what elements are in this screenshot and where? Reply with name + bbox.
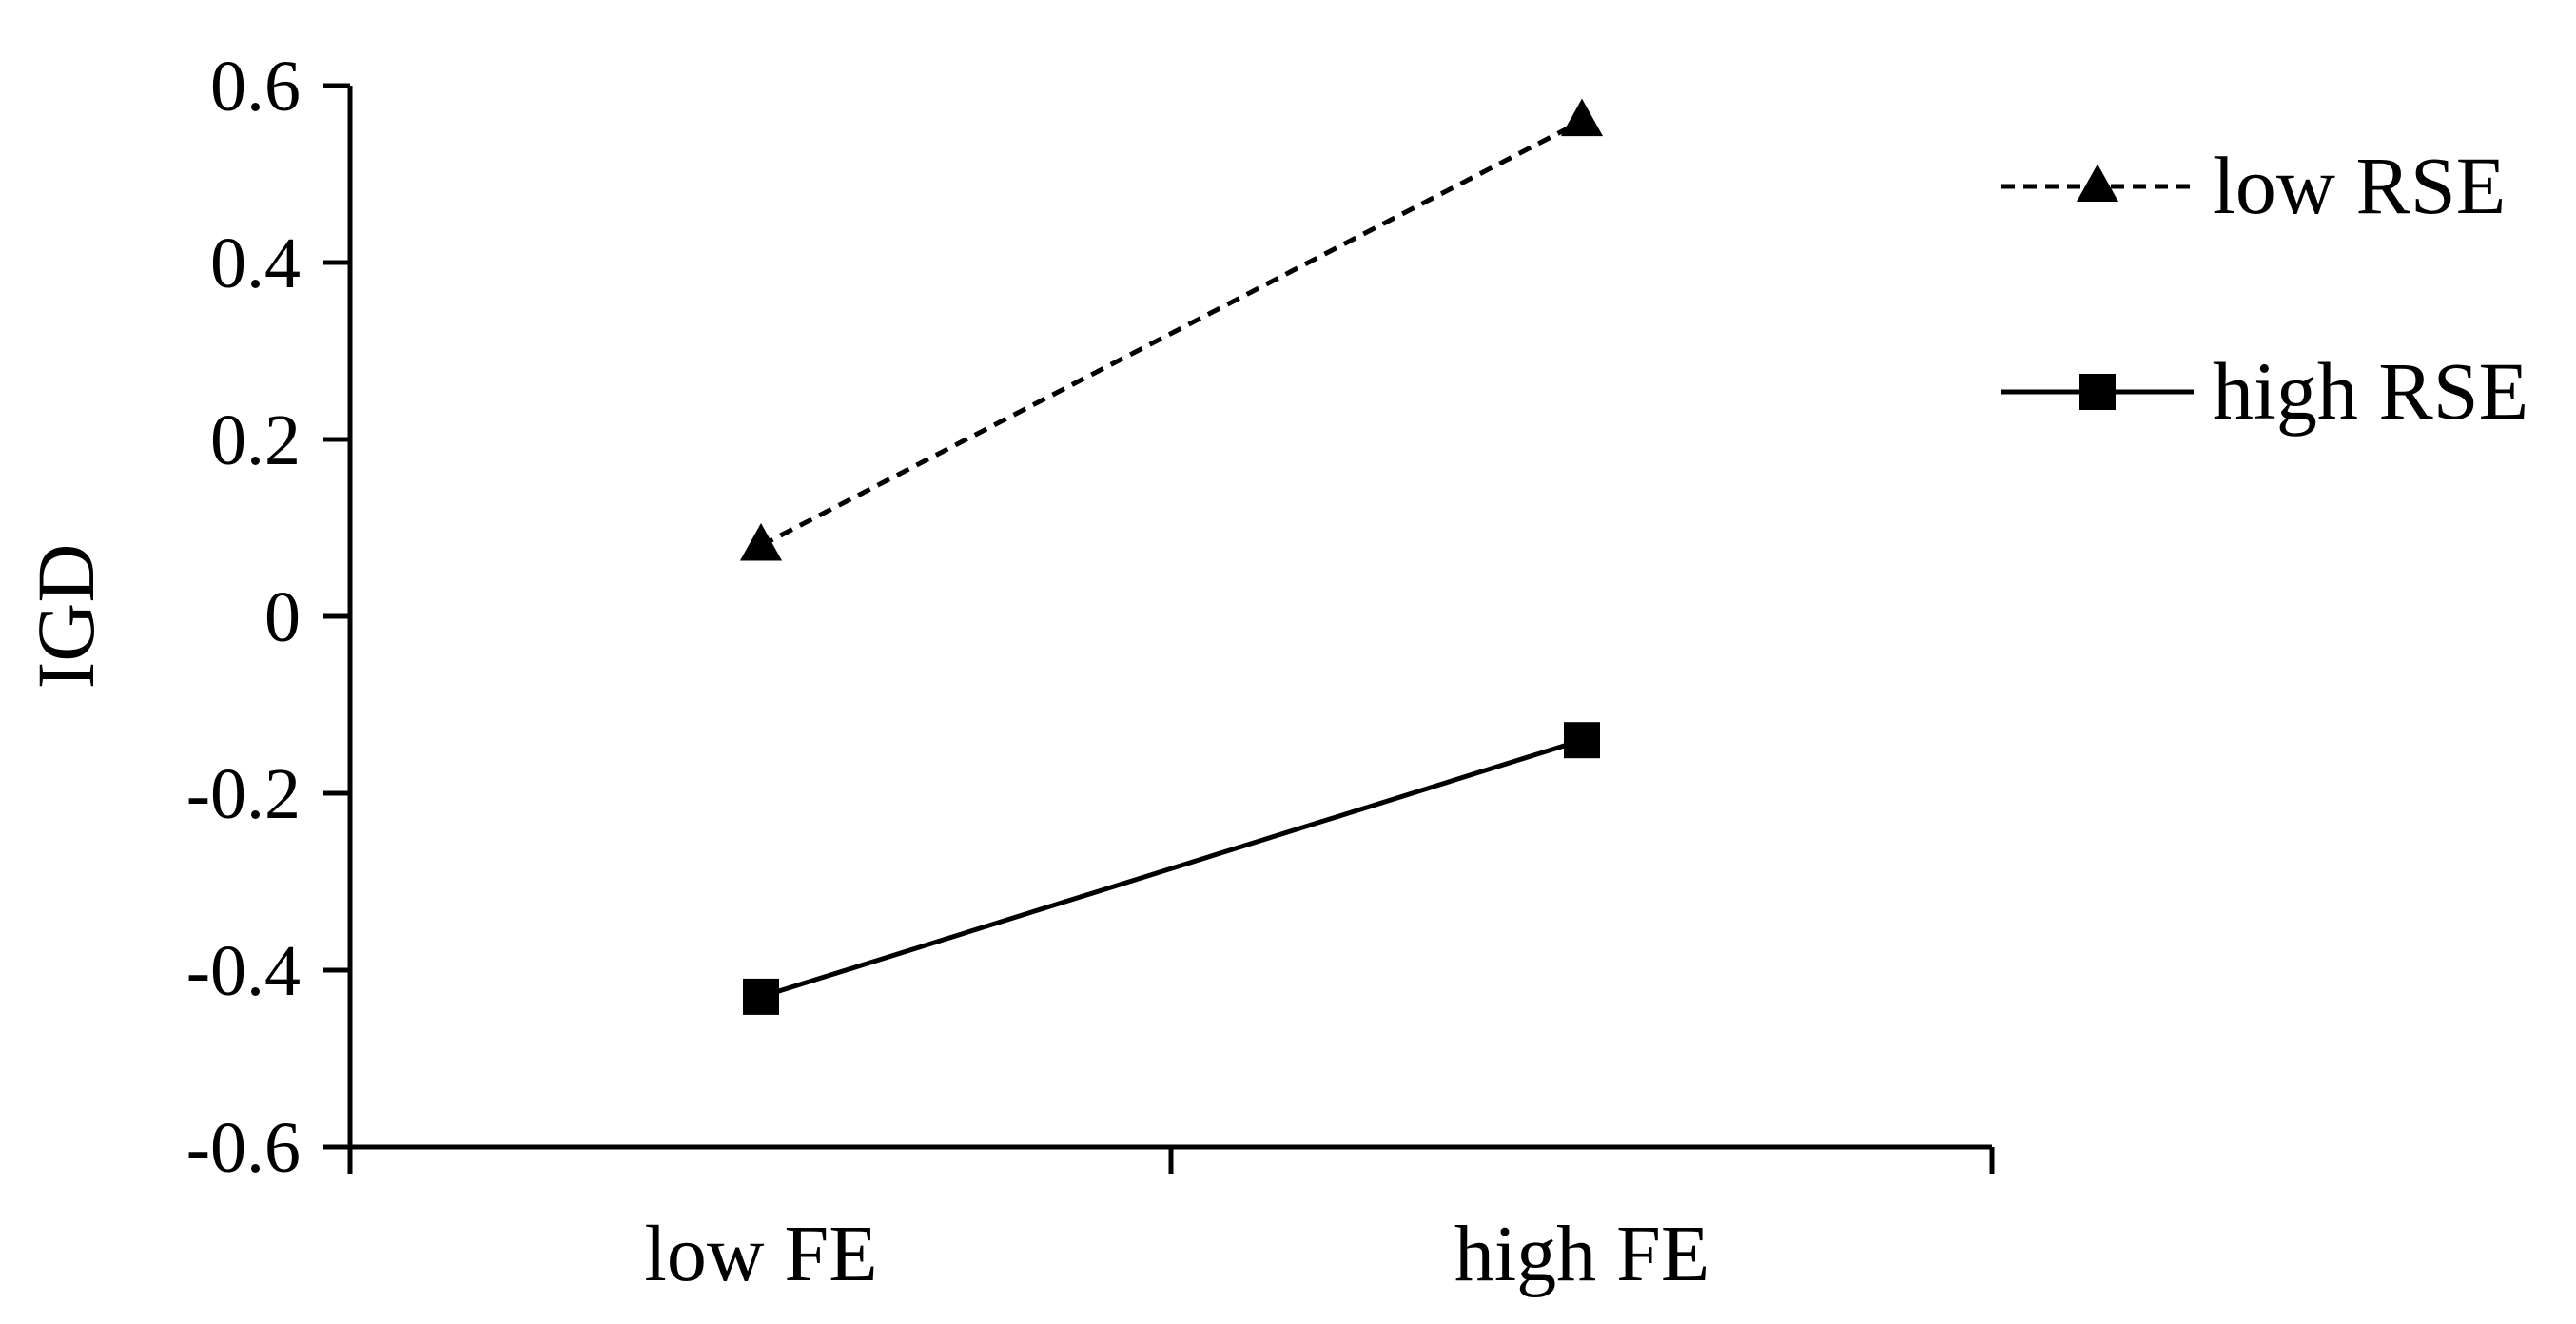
- y-tick-label: 0: [264, 577, 301, 657]
- data-point-marker: [739, 523, 783, 561]
- legend-item: high RSE: [2001, 345, 2528, 437]
- legend: low RSE high RSE: [2001, 140, 2528, 437]
- y-tick-label: -0.6: [186, 1108, 301, 1188]
- series-line: [759, 118, 1584, 548]
- y-tick-label: -0.4: [186, 931, 301, 1011]
- data-point-marker: [1564, 722, 1600, 759]
- x-category-label: high FE: [1454, 1210, 1709, 1298]
- series-low-rse: [739, 98, 1604, 561]
- legend-label: low RSE: [2213, 140, 2506, 231]
- legend-marker: [2076, 164, 2119, 202]
- y-tick-label: 0.4: [210, 224, 301, 303]
- y-tick-label: 0.2: [210, 400, 301, 480]
- y-tick-label: 0.6: [210, 47, 301, 127]
- data-point-marker: [743, 978, 779, 1015]
- legend-marker: [2079, 374, 2116, 410]
- y-axis-title: IGD: [20, 544, 111, 690]
- legend-item: low RSE: [2001, 140, 2506, 231]
- y-tick-label: -0.2: [186, 754, 301, 834]
- data-point-marker: [1560, 98, 1604, 137]
- axes: 0.6 0.4 0.2 0 -0.2 -0.4 -0.6 low FE high FE IGD: [20, 47, 1995, 1298]
- series-layer: [739, 98, 1604, 1015]
- x-category-label: low FE: [644, 1210, 877, 1298]
- series-high-rse: [743, 722, 1600, 1015]
- legend-label: high RSE: [2213, 345, 2528, 437]
- series-line: [760, 737, 1583, 1000]
